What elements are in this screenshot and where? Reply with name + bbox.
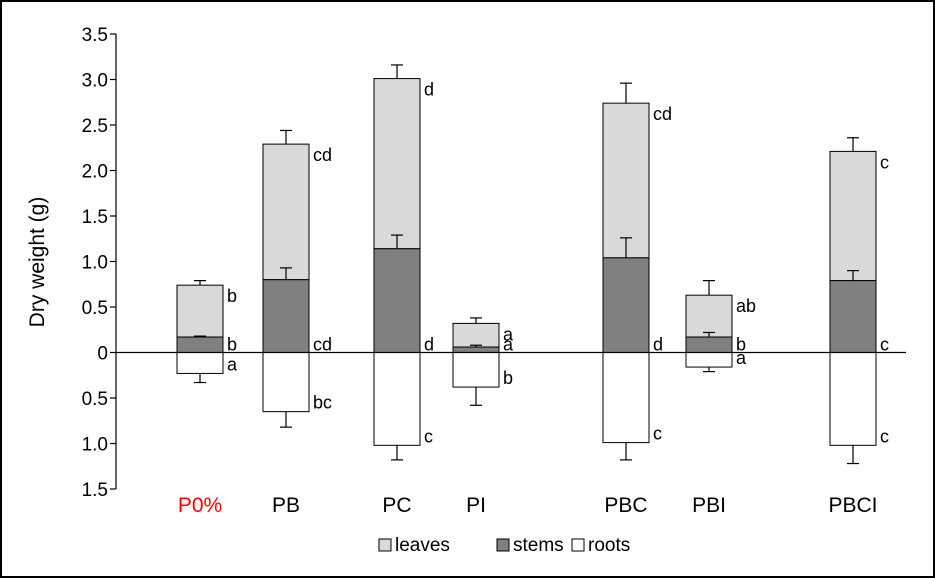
bar-group-pbi: ab ba PBI [685,280,756,517]
legend-item-leaves: leaves [378,535,450,556]
y-tick-label: 3.0 [82,71,108,92]
leaves-significance-label: c [880,152,889,172]
leaves-significance-label: cd [313,145,332,165]
legend: leaves stems roots [378,535,630,556]
bar-leaves [452,322,500,348]
roots-significance-label: c [880,426,889,446]
bar-stems [373,248,421,353]
roots-significance-label: b [503,368,513,388]
bar-roots [685,352,733,368]
y-tick-label: 2.0 [82,162,108,183]
bar-group-pbci: c c c PBCI [828,137,889,517]
bar-roots [373,352,421,446]
x-category-label: PI [466,494,486,517]
bar-group-pb: cd cd bc PB [262,129,332,517]
stems-significance-label: d [424,335,434,355]
y-tick-label: 0 [97,344,108,365]
y-tick-label: 0.5 [82,298,108,319]
legend-label-stems: stems [513,535,564,556]
stems-significance-label: a [503,335,514,355]
bar-leaves [685,294,733,338]
x-category-label: PB [272,494,300,517]
leaves-significance-label: cd [653,104,672,124]
bar-roots [176,352,224,374]
leaves-significance-label: d [424,80,434,100]
bar-roots [602,352,650,444]
leaves-significance-label: b [227,286,237,306]
bar-stems [685,336,733,353]
roots-significance-label: c [424,426,433,446]
stems-significance-label: b [736,335,746,355]
plot-area: 3.53.02.52.01.51.00.500.51.01.5bbaP0%cdc… [82,25,906,517]
bar-roots [452,352,500,388]
y-tick-label: 1.5 [82,207,108,228]
stems-significance-label: d [653,335,663,355]
roots-significance-label: a [227,354,238,374]
stems-significance-label: b [227,335,237,355]
bar-leaves [602,102,650,259]
x-category-label: PC [382,494,411,517]
y-tick-label: 1.0 [82,435,108,456]
bar-leaves [176,284,224,338]
bar-group-pc: d d c PC [373,64,434,517]
stems-significance-label: cd [313,335,332,355]
y-tick-label: 3.5 [82,25,108,46]
legend-label-leaves: leaves [395,535,450,556]
legend-swatch-stems [496,538,510,552]
legend-label-roots: roots [588,535,630,556]
bar-stems [829,280,877,353]
bar-roots [829,352,877,446]
legend-swatch-roots [571,538,585,552]
x-category-label: PBC [604,494,647,517]
leaves-significance-label: a [503,324,514,344]
bar-stems [262,279,310,354]
legend-item-stems: stems [496,535,564,556]
bar-leaves [373,78,421,250]
bar-roots [262,352,310,413]
legend-item-roots: roots [571,535,630,556]
roots-significance-label: c [653,424,662,444]
bar-leaves [262,143,310,281]
stems-significance-label: c [880,335,889,355]
bar-stems [602,257,650,353]
y-tick-label: 1.0 [82,253,108,274]
bar-leaves [829,150,877,282]
y-axis-title: Dry weight (g) [26,197,49,328]
x-category-label: PBI [692,494,726,517]
y-tick-label: 0.5 [82,389,108,410]
y-tick-label: 2.5 [82,116,108,137]
bar-stems [452,346,500,354]
bar-group-pbc: cd d c PBC [602,82,672,517]
roots-significance-label: a [736,348,747,368]
leaves-significance-label: ab [736,296,756,316]
bar-stems [176,336,224,353]
x-category-label: P0% [178,494,222,517]
y-tick-label: 1.5 [82,480,108,501]
roots-significance-label: bc [313,393,332,413]
x-category-label: PBCI [828,494,877,517]
legend-swatch-leaves [378,538,392,552]
